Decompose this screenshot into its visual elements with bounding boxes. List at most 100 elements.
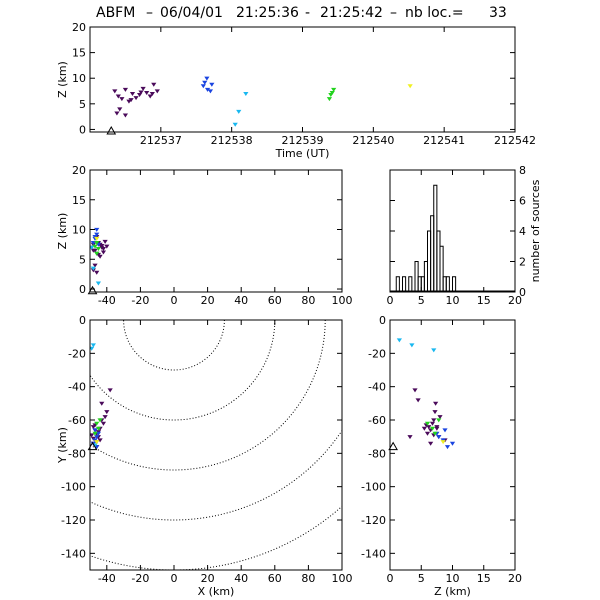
title-end-time: 21:25:42 [320,5,383,21]
source-point [90,346,95,351]
source-point [92,428,98,433]
source-point [207,89,214,94]
source-point [92,263,98,268]
source-point [100,250,107,255]
source-point [409,343,415,348]
source-point [95,281,101,286]
source-point [94,232,100,237]
source-point [151,82,157,87]
x-tick-label: 0 [171,572,178,585]
x-tick-label: 212538 [211,134,253,147]
source-point [424,421,431,426]
x-tick-label: 212539 [282,134,324,147]
source-point [90,245,95,250]
y-tick-label: 0 [519,286,526,299]
title-dash-1: – [146,5,153,21]
x-tick-label: 212541 [423,134,465,147]
source-point [440,440,446,445]
source-point [97,418,103,423]
y-tick-label: -120 [361,514,386,527]
source-point [149,91,155,96]
x-tick-label: 80 [301,294,315,307]
axes-frame [89,26,516,133]
source-point [122,87,129,92]
y-tick-label: 0 [79,314,86,327]
source-point [90,248,96,253]
source-point [412,388,418,393]
source-point [437,415,443,420]
panel-x-height: -40 -20 0 20 40 60 80 100 0 5 10 15 20 Z (km) [56,164,353,307]
source-point [90,266,96,271]
y-tick-label: 20 [72,21,86,34]
source-point [424,431,431,436]
y-tick-label: -60 [68,414,86,427]
y-tick-label: 20 [72,164,86,177]
source-point [94,440,100,445]
y-tick-label: 10 [72,224,86,237]
y-axis-label: Z (km) [56,61,69,98]
y-tick-label: -60 [368,414,386,427]
y-tick-label: 2 [519,256,526,269]
y-tick-label: 4 [519,225,526,238]
x-axis-label: Time (UT) [275,147,330,160]
x-tick-label: 10 [446,572,460,585]
x-tick-label: -20 [131,572,149,585]
source-point [147,94,153,99]
x-tick-label: 0 [387,572,394,585]
source-point [444,445,451,450]
x-tick-label: 40 [234,572,248,585]
panel-height-y: 0 5 10 15 20 -140 -120 -100 -80 -60 -40 -20 0 Z (km) [361,314,522,598]
source-point [114,111,120,116]
source-point [95,431,101,436]
x-tick-label: 60 [268,294,282,307]
x-tick-label: 100 [332,572,353,585]
y-tick-label: 6 [519,195,526,208]
x-tick-label: 100 [332,294,353,307]
y-tick-label: -80 [68,447,86,460]
source-point [428,441,434,446]
source-point [433,401,439,406]
y-tick-label: 0 [79,283,86,296]
source-point [102,239,108,244]
source-point [94,251,100,256]
source-point [90,241,96,246]
y-tick-label: 15 [72,47,86,60]
source-point [90,343,96,348]
x-tick-label: 15 [477,294,491,307]
source-point [432,410,438,415]
source-point [429,426,436,431]
x-tick-label: 10 [446,294,460,307]
source-point [407,84,413,89]
panel-plan-view: -40 -20 0 20 40 60 80 100 -140 -120 -100 -80 -60 -40 -… [56,314,353,598]
x-tick-label: 40 [234,294,248,307]
x-tick-label: -20 [131,294,149,307]
data-points [396,338,456,450]
y-tick-label: 15 [72,194,86,207]
x-tick-label: 20 [201,572,215,585]
histogram-bar [439,245,444,292]
source-point [209,82,215,87]
x-axis-label: X (km) [198,585,235,598]
x-tick-label: 5 [418,572,425,585]
axes-frame [89,169,343,293]
title-date: 06/04/01 [160,5,223,21]
source-point [243,91,249,96]
source-point [128,98,134,103]
x-axis-label: Z (km) [434,585,471,598]
source-point [99,243,105,248]
y-tick-label: 8 [519,164,526,177]
source-point [94,241,100,246]
source-point [431,418,437,423]
source-point [329,90,335,95]
histogram-bar [445,276,450,292]
source-point [94,270,100,275]
y-tick-label: -40 [368,381,386,394]
x-tick-label: 0 [387,294,394,307]
y-tick-label: -140 [61,547,86,560]
source-point [92,431,98,436]
source-point [138,90,144,95]
source-point [140,86,146,91]
source-point [396,338,402,343]
histogram [390,184,515,292]
source-point [326,97,333,102]
